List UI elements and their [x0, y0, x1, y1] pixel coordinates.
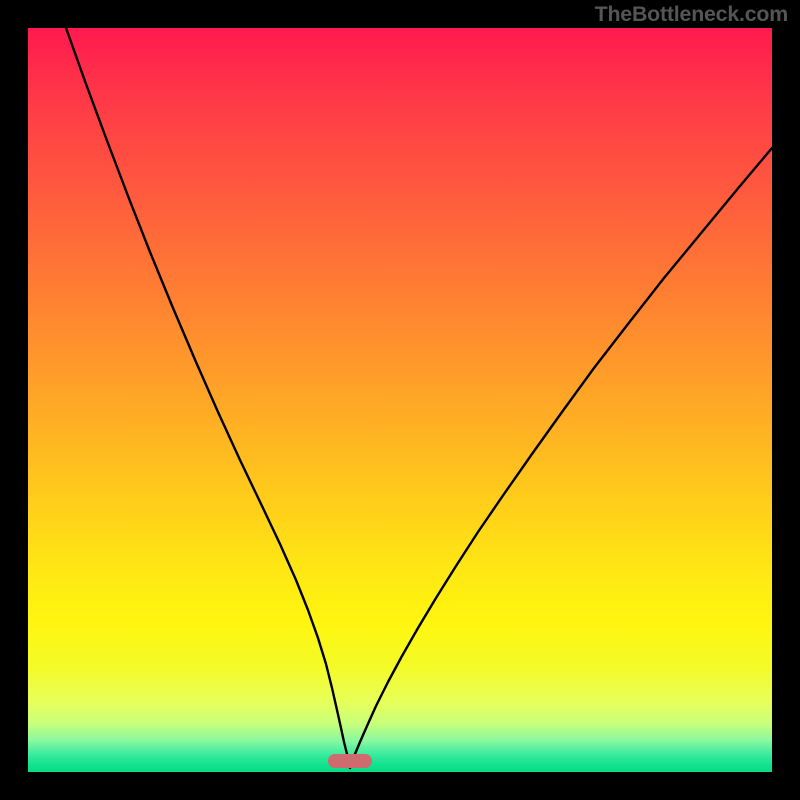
watermark-label: TheBottleneck.com [595, 2, 788, 27]
plot-area [28, 28, 772, 772]
optimum-marker [328, 754, 372, 768]
bottleneck-curve [28, 28, 772, 772]
chart-canvas: TheBottleneck.com [0, 0, 800, 800]
